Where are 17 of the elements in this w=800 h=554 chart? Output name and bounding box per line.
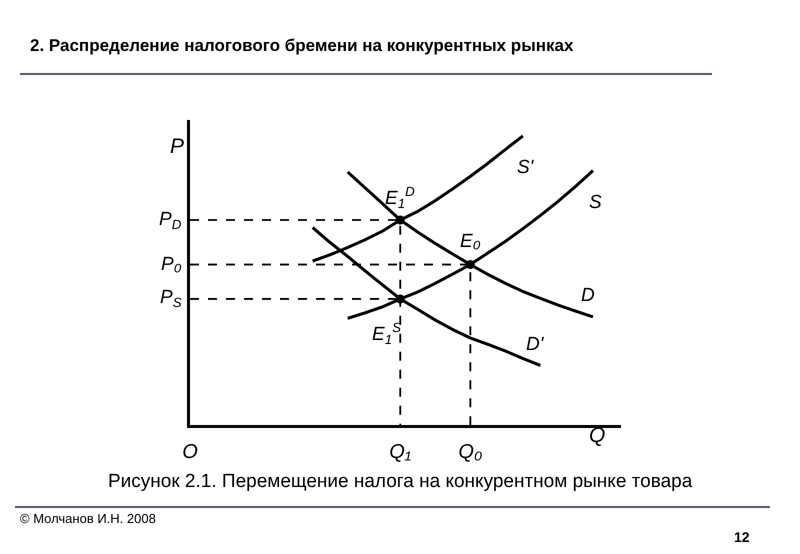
chart-title: 2. Распределение налогового бремени на конкурентных рынках (30, 36, 574, 55)
series-label: D' (526, 334, 545, 355)
annotation: P$_{D}$ (159, 209, 182, 232)
x-tick-label: Q₁ (389, 441, 412, 463)
annotation: E₀ (460, 231, 481, 252)
annotation: P$_{S}$ (160, 287, 182, 310)
text: 12 (734, 529, 750, 545)
annotation: P₀ (161, 254, 182, 275)
x-tick-label: O (182, 441, 198, 463)
x-axis-title: Q (589, 424, 606, 447)
series-label: S (589, 192, 602, 213)
text: © Молчанов И.Н. 2008 (20, 511, 156, 526)
y-axis-title: P (170, 135, 184, 158)
series-label: S' (517, 157, 535, 178)
series-label: D (581, 285, 595, 306)
x-tick-label: Q₀ (458, 441, 482, 463)
text: Рисунок 2.1. Перемещение налога на конкурентном рынке товара (108, 471, 693, 492)
